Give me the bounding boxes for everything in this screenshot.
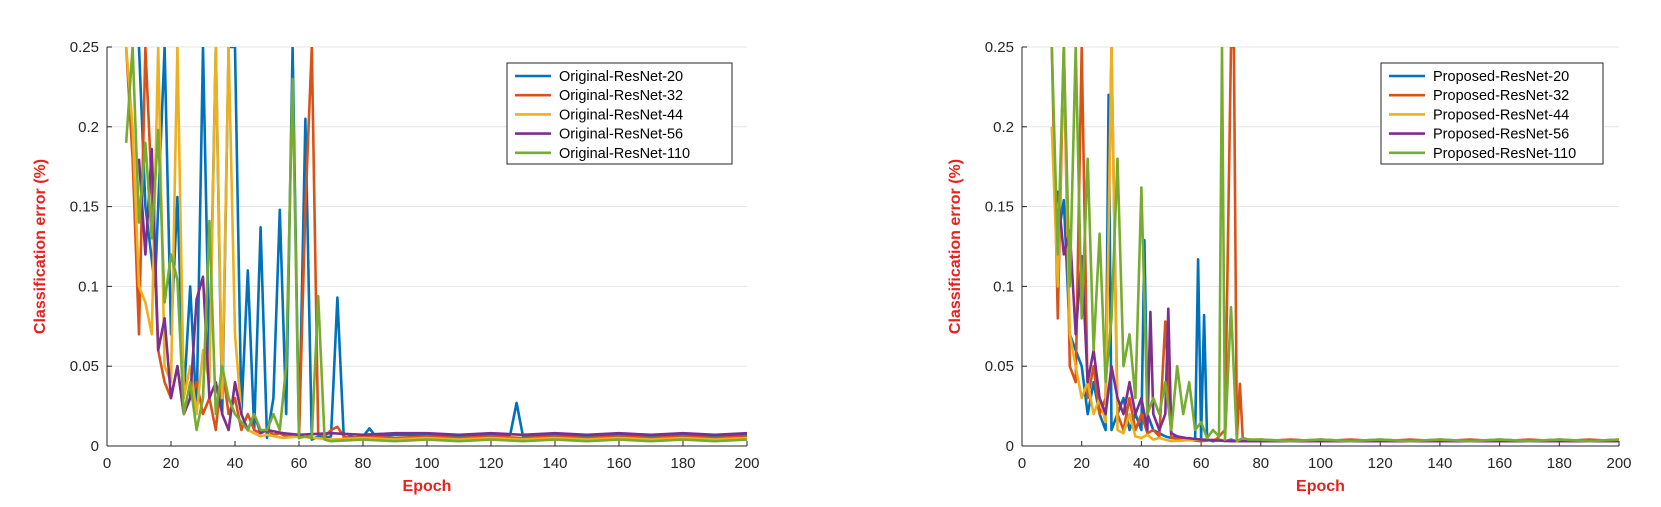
x-tick-label: 20 bbox=[1073, 455, 1090, 472]
x-tick-label: 200 bbox=[1606, 455, 1631, 472]
chart-2: 0 20 40 60 80 100 120 140 160 180 200 0 0.05 0.1 0.15 0… bbox=[947, 39, 1632, 495]
x-tick-label: 80 bbox=[355, 455, 372, 472]
legend-label: Original-ResNet-32 bbox=[559, 88, 683, 104]
x-tick-label: 100 bbox=[414, 455, 439, 472]
x-tick-label: 180 bbox=[1547, 455, 1572, 472]
x-tick-label: 180 bbox=[670, 455, 695, 472]
legend-label: Proposed-ResNet-32 bbox=[1433, 88, 1569, 104]
series-line-4 bbox=[137, 147, 747, 437]
y-tick-label: 0.2 bbox=[78, 119, 99, 136]
y-tick-label: 0.1 bbox=[993, 278, 1014, 295]
x-tick-label: 20 bbox=[163, 455, 180, 472]
x-tick-label: 0 bbox=[1018, 455, 1026, 472]
x-tick-label: 60 bbox=[1193, 455, 1210, 472]
y-tick-label: 0.05 bbox=[985, 358, 1014, 375]
x-tick-label: 60 bbox=[291, 455, 308, 472]
plot-area bbox=[1050, 47, 1619, 443]
x-tick-label: 120 bbox=[478, 455, 503, 472]
y-tick-label: 0.2 bbox=[993, 119, 1014, 136]
legend-label: Proposed-ResNet-56 bbox=[1433, 127, 1569, 143]
x-tick-label: 0 bbox=[103, 455, 111, 472]
legend-label: Original-ResNet-20 bbox=[559, 69, 683, 85]
legend-label: Original-ResNet-44 bbox=[559, 107, 683, 123]
series-line-5 bbox=[1050, 47, 1619, 443]
y-tick-label: 0 bbox=[91, 438, 99, 455]
x-tick-label: 140 bbox=[542, 455, 567, 472]
legend: Original-ResNet-20 Original-ResNet-32 Orig… bbox=[506, 62, 733, 165]
x-tick-label: 40 bbox=[1133, 455, 1150, 472]
y-tick-label: 0.1 bbox=[78, 278, 99, 295]
x-tick-label: 160 bbox=[606, 455, 631, 472]
y-axis-label: Classification error (%) bbox=[947, 159, 964, 334]
x-tick-label: 200 bbox=[734, 455, 759, 472]
y-tick-label: 0.15 bbox=[985, 199, 1014, 216]
x-tick-label: 120 bbox=[1368, 455, 1393, 472]
legend-label: Original-ResNet-56 bbox=[559, 127, 683, 143]
y-tick-label: 0.25 bbox=[70, 39, 99, 56]
x-tick-label: 140 bbox=[1427, 455, 1452, 472]
legend: Proposed-ResNet-20 Proposed-ResNet-32 Prop… bbox=[1380, 62, 1604, 165]
y-tick-label: 0 bbox=[1006, 438, 1014, 455]
legend-label: Proposed-ResNet-44 bbox=[1433, 107, 1569, 123]
y-tick-label: 0.15 bbox=[70, 199, 99, 216]
x-axis-label: Epoch bbox=[403, 478, 452, 495]
x-tick-label: 40 bbox=[227, 455, 244, 472]
chart-1: 0 20 40 60 80 100 120 140 160 180 200 0 0.05 0.1 0.15 0… bbox=[32, 39, 760, 495]
x-tick-label: 160 bbox=[1487, 455, 1512, 472]
y-tick-label: 0.05 bbox=[70, 358, 99, 375]
y-tick-label: 0.25 bbox=[985, 39, 1014, 56]
x-tick-label: 100 bbox=[1308, 455, 1333, 472]
series-line-5 bbox=[124, 47, 747, 443]
legend-label: Proposed-ResNet-110 bbox=[1433, 146, 1576, 162]
legend-label: Proposed-ResNet-20 bbox=[1433, 69, 1569, 85]
legend-label: Original-ResNet-110 bbox=[559, 146, 690, 162]
x-tick-label: 80 bbox=[1252, 455, 1269, 472]
y-axis-label: Classification error (%) bbox=[32, 159, 49, 334]
x-axis-label: Epoch bbox=[1296, 478, 1345, 495]
plot-area bbox=[124, 47, 747, 443]
